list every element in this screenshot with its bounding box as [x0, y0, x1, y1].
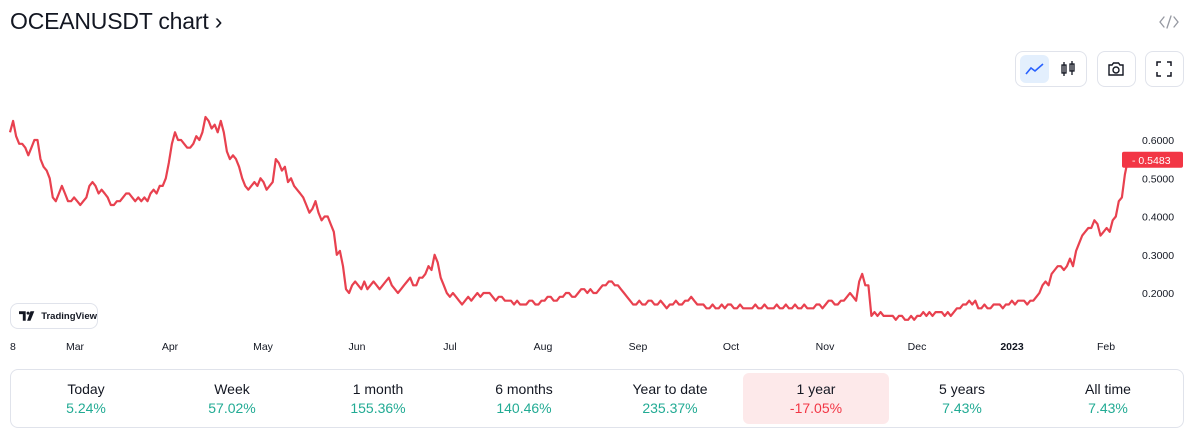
x-tick-label: Oct	[723, 341, 739, 353]
x-tick-label: Apr	[162, 341, 179, 353]
x-tick-label: Feb	[1097, 341, 1115, 353]
fullscreen-icon	[1156, 61, 1172, 77]
y-tick-label: 0.5000	[1142, 173, 1174, 185]
line-chart-icon	[1024, 63, 1044, 75]
last-price-label: - 0.5483	[1132, 155, 1171, 167]
y-tick-label: 0.3000	[1142, 250, 1174, 262]
period-6-months[interactable]: 6 months 140.46%	[451, 372, 597, 425]
period-label: 5 years	[939, 381, 985, 397]
line-chart-button[interactable]	[1020, 55, 1049, 83]
x-tick-label: May	[253, 341, 274, 353]
period-change-value: 7.43%	[942, 400, 982, 416]
y-tick-label: 0.4000	[1142, 212, 1174, 224]
x-tick-label: Mar	[66, 341, 85, 353]
x-tick-label: Nov	[816, 341, 835, 353]
fullscreen-button[interactable]	[1148, 55, 1180, 83]
x-tick-label: 8	[10, 341, 16, 353]
tradingview-label: TradingView	[41, 310, 97, 322]
x-tick-label: 2023	[1000, 341, 1024, 353]
price-line-series	[8, 115, 1130, 321]
period-change-value: 155.36%	[350, 400, 406, 416]
code-embed-icon[interactable]	[1158, 12, 1180, 32]
period-label: 6 months	[495, 381, 553, 397]
x-tick-label: Dec	[908, 341, 927, 353]
period-year-to-date[interactable]: Year to date 235.37%	[597, 372, 743, 425]
fullscreen-group	[1145, 51, 1184, 87]
period-week[interactable]: Week 57.02%	[159, 372, 305, 425]
last-price-tag	[1122, 151, 1183, 168]
period-all-time[interactable]: All time 7.43%	[1035, 372, 1181, 425]
period-change-value: -17.05%	[789, 400, 843, 416]
page-title[interactable]: OCEANUSDT chart ›	[10, 8, 223, 34]
tradingview-badge[interactable]: TradingView	[10, 303, 98, 329]
x-tick-label: Jun	[349, 341, 366, 353]
period-label: 1 month	[352, 381, 404, 397]
period-label: Week	[214, 381, 250, 397]
period-label: All time	[1085, 381, 1131, 397]
candlestick-icon	[1060, 61, 1075, 76]
period-change-value: 235.37%	[642, 400, 698, 416]
y-tick-label: 0.6000	[1142, 135, 1174, 147]
period-change-value: 7.43%	[1088, 400, 1128, 416]
snapshot-group	[1097, 51, 1136, 87]
candles-button[interactable]	[1053, 55, 1082, 83]
y-tick-label: 0.2000	[1142, 288, 1174, 300]
period-label: Today	[67, 381, 105, 397]
snapshot-button[interactable]	[1100, 55, 1132, 83]
x-tick-label: Sep	[629, 341, 648, 353]
period-5-years[interactable]: 5 years 7.43%	[889, 372, 1035, 425]
period-label: 1 year	[796, 381, 836, 397]
period-1-month[interactable]: 1 month 155.36%	[305, 372, 451, 425]
price-chart: 0.6000 0.5000 0.4000 0.3000 0.2000 - 0.5483 8 M…	[8, 115, 1183, 353]
period-change-value: 57.02%	[208, 400, 256, 416]
period-change-value: 140.46%	[496, 400, 552, 416]
period-1-year[interactable]: 1 year -17.05%	[743, 373, 889, 424]
x-tick-label: Jul	[443, 341, 456, 353]
camera-icon	[1108, 62, 1124, 76]
period-change-value: 5.24%	[66, 400, 106, 416]
tradingview-logo-icon	[19, 311, 35, 321]
chart-type-group	[1015, 51, 1087, 87]
x-tick-label: Aug	[534, 341, 553, 353]
period-label: Year to date	[632, 381, 708, 397]
period-today[interactable]: Today 5.24%	[13, 372, 159, 425]
period-performance-bar: Today 5.24% Week 57.02% 1 month 155.36% 6 mont…	[10, 369, 1184, 428]
